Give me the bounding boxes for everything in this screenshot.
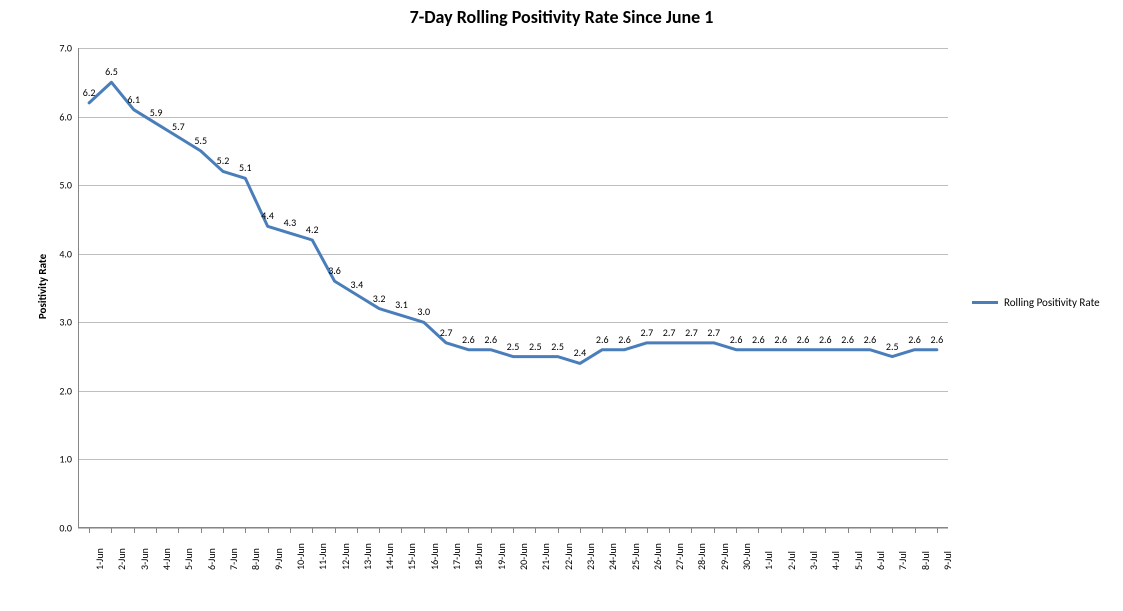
xtick-label: 24-Jun: [606, 543, 619, 570]
xtick-label: 27-Jun: [673, 543, 686, 570]
chart-title: 7-Day Rolling Positivity Rate Since June…: [0, 6, 1123, 28]
xtick-label: 28-Jun: [695, 543, 708, 570]
data-label: 2.6: [484, 333, 497, 346]
xtick-label: 15-Jun: [405, 543, 418, 570]
xtick-label: 9-Jul: [941, 551, 954, 570]
xtick-label: 16-Jun: [428, 543, 441, 570]
y-axis-label: Positivity Rate: [36, 254, 49, 319]
data-label: 2.7: [707, 326, 720, 339]
xtick-label: 13-Jun: [361, 543, 374, 570]
data-label: 2.7: [641, 326, 654, 339]
data-label: 5.2: [217, 154, 230, 167]
xtick-label: 20-Jun: [517, 543, 530, 570]
data-label: 2.6: [864, 333, 877, 346]
xtick-label: 12-Jun: [339, 543, 352, 570]
data-label: 5.5: [194, 134, 207, 147]
xtick-label: 6-Jun: [205, 548, 218, 570]
data-label: 2.6: [797, 333, 810, 346]
data-label: 2.6: [462, 333, 475, 346]
ytick-label: 0.0: [59, 522, 72, 535]
xtick-label: 4-Jun: [160, 548, 173, 570]
data-label: 2.5: [886, 340, 899, 353]
xtick-label: 21-Jun: [539, 543, 552, 570]
data-label: 5.9: [150, 106, 163, 119]
xtick-label: 17-Jun: [450, 543, 463, 570]
ytick-label: 6.0: [59, 110, 72, 123]
data-label: 2.6: [730, 333, 743, 346]
xtick-label: 1-Jun: [93, 548, 106, 570]
xtick-label: 5-Jul: [852, 551, 865, 570]
xtick-label: 3-Jul: [807, 551, 820, 570]
data-label: 2.7: [685, 326, 698, 339]
xtick-label: 8-Jun: [249, 548, 262, 570]
chart-container: 7-Day Rolling Positivity Rate Since June…: [0, 0, 1123, 611]
xtick-label: 5-Jun: [182, 548, 195, 570]
xtick-label: 2-Jun: [115, 548, 128, 570]
data-label: 6.5: [105, 65, 118, 78]
data-label: 5.1: [239, 161, 252, 174]
data-label: 2.4: [574, 346, 587, 359]
data-label: 3.6: [328, 264, 341, 277]
ytick-label: 5.0: [59, 179, 72, 192]
xtick-label: 2-Jul: [785, 551, 798, 570]
data-label: 2.6: [908, 333, 921, 346]
xtick-label: 4-Jul: [829, 551, 842, 570]
data-label: 3.2: [373, 292, 386, 305]
xtick-label: 6-Jul: [874, 551, 887, 570]
xtick-label: 22-Jun: [562, 543, 575, 570]
legend-label: Rolling Positivity Rate: [1004, 296, 1100, 309]
data-label: 2.6: [931, 333, 944, 346]
xtick-label: 9-Jun: [272, 548, 285, 570]
xtick-label: 18-Jun: [472, 543, 485, 570]
xtick-label: 8-Jul: [919, 551, 932, 570]
data-label: 2.6: [819, 333, 832, 346]
xtick-label: 23-Jun: [584, 543, 597, 570]
ytick-label: 2.0: [59, 384, 72, 397]
data-label: 2.6: [596, 333, 609, 346]
xtick-label: 3-Jun: [138, 548, 151, 570]
data-label: 4.2: [306, 223, 319, 236]
data-label: 2.5: [507, 340, 520, 353]
data-label: 3.1: [395, 298, 408, 311]
data-label: 3.0: [417, 305, 430, 318]
xtick-label: 10-Jun: [294, 543, 307, 570]
data-label: 6.2: [83, 86, 96, 99]
data-label: 6.1: [127, 93, 140, 106]
data-label: 5.7: [172, 120, 185, 133]
xtick-label: 14-Jun: [383, 543, 396, 570]
xtick-label: 30-Jun: [740, 543, 753, 570]
xtick-label: 26-Jun: [651, 543, 664, 570]
data-label: 2.6: [752, 333, 765, 346]
data-label: 2.6: [841, 333, 854, 346]
line-series: [78, 48, 948, 528]
data-label: 2.5: [551, 340, 564, 353]
data-label: 4.4: [261, 209, 274, 222]
data-label: 2.5: [529, 340, 542, 353]
xtick-label: 7-Jul: [896, 551, 909, 570]
legend-swatch: [972, 301, 998, 304]
xtick-label: 19-Jun: [495, 543, 508, 570]
data-label: 2.6: [618, 333, 631, 346]
xtick-label: 11-Jun: [316, 543, 329, 570]
xtick-label: 29-Jun: [718, 543, 731, 570]
plot-area: 0.01.02.03.04.05.06.07.01-Jun2-Jun3-Jun4…: [78, 48, 948, 528]
ytick-label: 7.0: [59, 42, 72, 55]
data-label: 2.7: [440, 326, 453, 339]
ytick-label: 1.0: [59, 453, 72, 466]
ytick-label: 3.0: [59, 316, 72, 329]
ytick-label: 4.0: [59, 247, 72, 260]
data-label: 3.4: [351, 278, 364, 291]
data-label: 2.6: [774, 333, 787, 346]
legend: Rolling Positivity Rate: [972, 296, 1100, 309]
data-label: 2.7: [663, 326, 676, 339]
xtick-label: 7-Jun: [227, 548, 240, 570]
xtick-label: 25-Jun: [629, 543, 642, 570]
data-label: 4.3: [284, 216, 297, 229]
xtick-label: 1-Jul: [762, 551, 775, 570]
